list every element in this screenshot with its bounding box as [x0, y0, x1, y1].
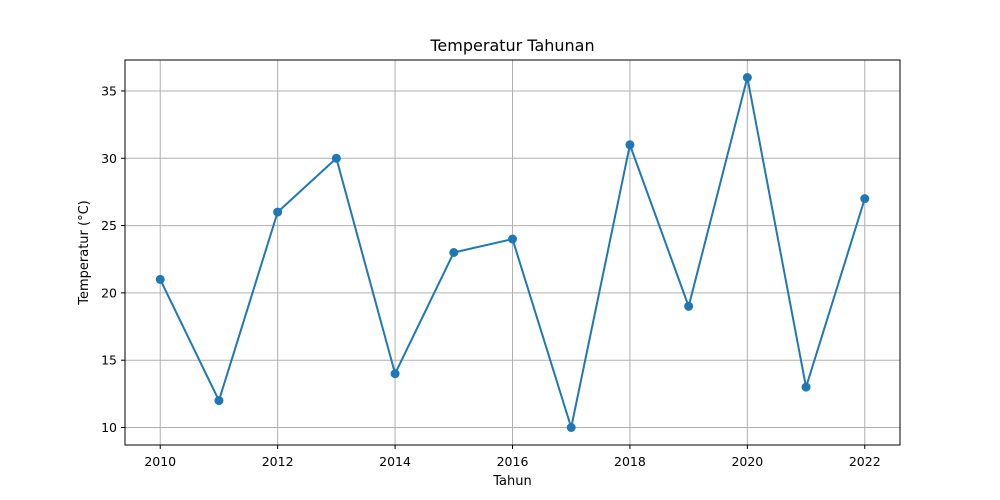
grid [125, 60, 900, 445]
data-point [508, 234, 517, 244]
ticks-layer: 2010 2012 2014 2016 2018 2020 2022 10 15 20 25 30 35 [101, 83, 881, 469]
data-point [390, 369, 400, 379]
data-point [742, 73, 752, 82]
data-point [449, 248, 459, 257]
x-tick-label: 2010 [144, 454, 176, 469]
y-tick-label: 35 [101, 83, 117, 98]
x-axis-label: Tahun [492, 474, 531, 489]
x-tick-label: 2020 [731, 454, 763, 469]
data-point [331, 153, 341, 163]
x-tick-label: 2012 [262, 454, 294, 469]
y-tick-label: 10 [101, 420, 117, 435]
x-tick-label: 2014 [379, 454, 411, 469]
y-tick-label: 15 [101, 353, 117, 368]
x-tick-label: 2022 [849, 454, 881, 469]
y-tick-label: 25 [101, 218, 117, 233]
data-point [566, 423, 576, 432]
y-axis-label: Temperatur (°C) [77, 200, 92, 306]
y-tick-label: 20 [101, 285, 117, 300]
data-point [801, 382, 811, 392]
x-tick-label: 2016 [497, 454, 529, 469]
y-tick-label: 30 [101, 151, 117, 166]
data-point [273, 207, 283, 217]
data-point [214, 396, 224, 406]
x-tick-label: 2018 [614, 454, 646, 469]
chart-title: Temperatur Tahunan [429, 36, 594, 55]
data-point [155, 274, 165, 284]
data-point [860, 194, 870, 204]
series-layer [155, 73, 870, 432]
data-point [625, 140, 635, 150]
data-point [684, 301, 694, 311]
